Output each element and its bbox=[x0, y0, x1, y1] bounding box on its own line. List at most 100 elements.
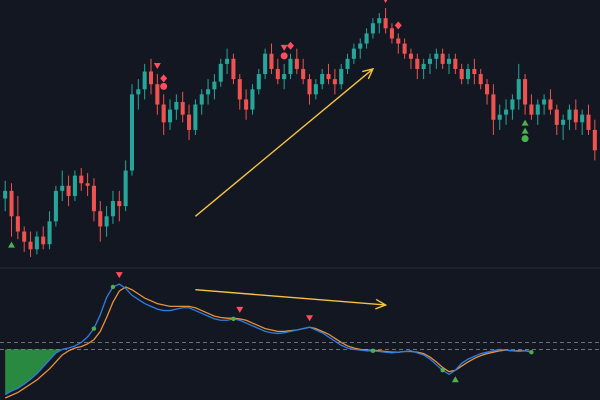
candle bbox=[345, 53, 350, 75]
buy-dot-icon bbox=[91, 326, 97, 331]
candle bbox=[301, 58, 306, 85]
candle-body bbox=[263, 53, 268, 75]
candle bbox=[446, 53, 452, 75]
candle bbox=[155, 74, 160, 115]
candle-body bbox=[199, 94, 204, 105]
sell-dot-icon bbox=[280, 52, 288, 60]
candle bbox=[167, 99, 173, 130]
candle bbox=[104, 206, 109, 237]
sell-triangle-icon bbox=[383, 0, 388, 3]
candle-body bbox=[301, 68, 306, 80]
candle-body bbox=[91, 185, 96, 212]
sell-diamond-icon bbox=[286, 41, 294, 50]
candle bbox=[161, 94, 166, 135]
candle bbox=[9, 183, 14, 237]
buy-triangle-icon bbox=[8, 241, 16, 248]
sell-triangle-icon bbox=[153, 63, 161, 70]
candle-body bbox=[174, 101, 179, 110]
candle bbox=[377, 13, 382, 34]
candle bbox=[358, 38, 363, 59]
candle bbox=[117, 190, 122, 222]
candle-body bbox=[15, 216, 20, 232]
candle-body bbox=[72, 175, 77, 196]
candle-body bbox=[47, 221, 52, 245]
candle-body bbox=[485, 84, 490, 95]
oscillator-panel bbox=[0, 272, 600, 399]
candle-body bbox=[225, 58, 230, 64]
candle-body bbox=[110, 201, 115, 217]
candle-body bbox=[339, 68, 344, 85]
candle bbox=[504, 99, 509, 125]
candle bbox=[485, 79, 490, 105]
candle-body bbox=[402, 43, 407, 54]
candle bbox=[123, 160, 128, 212]
candle-body bbox=[542, 99, 547, 105]
candle-body bbox=[478, 74, 483, 85]
price-trend-arrow-shaft bbox=[194, 68, 374, 217]
candle-body bbox=[218, 63, 223, 82]
candle bbox=[440, 48, 445, 69]
candle-body bbox=[592, 129, 597, 151]
candle bbox=[453, 53, 458, 75]
candle bbox=[389, 23, 394, 44]
candle bbox=[320, 68, 325, 90]
sell-diamond-icon bbox=[160, 74, 168, 83]
candle bbox=[434, 48, 439, 69]
candle-body bbox=[497, 114, 502, 120]
buy-dot-icon bbox=[440, 368, 445, 373]
candle bbox=[79, 168, 84, 191]
candle-body bbox=[561, 119, 566, 125]
buy-triangle-icon bbox=[521, 119, 529, 126]
candle-body bbox=[516, 79, 521, 100]
candle-body bbox=[34, 236, 39, 250]
candle bbox=[269, 43, 274, 75]
buy-triangle-icon bbox=[521, 127, 529, 134]
candle-body bbox=[53, 190, 58, 222]
candle-body bbox=[212, 81, 217, 90]
candle bbox=[523, 74, 528, 115]
candle-body bbox=[282, 74, 287, 80]
candle bbox=[573, 99, 578, 130]
candle bbox=[472, 58, 477, 85]
candle-body bbox=[79, 175, 84, 184]
oscillator-trend-arrow bbox=[195, 289, 388, 310]
candle bbox=[244, 89, 249, 120]
candle bbox=[136, 79, 141, 110]
sell-dot-icon bbox=[160, 82, 168, 90]
candle bbox=[592, 119, 597, 161]
candle bbox=[535, 99, 540, 125]
candle-body bbox=[66, 185, 71, 196]
candle-body bbox=[510, 99, 515, 110]
buy-dot-icon bbox=[110, 284, 116, 290]
candle-body bbox=[206, 89, 211, 95]
candle-body bbox=[129, 94, 135, 171]
candle-body bbox=[396, 38, 401, 44]
candle-body bbox=[364, 33, 369, 44]
candle bbox=[332, 68, 337, 95]
candle bbox=[383, 8, 388, 34]
candle-body bbox=[491, 94, 496, 120]
candle-body bbox=[586, 114, 591, 130]
candle-body bbox=[85, 183, 90, 186]
candle bbox=[339, 63, 344, 90]
candle-body bbox=[250, 89, 255, 110]
candle-body bbox=[358, 43, 363, 49]
candle-body bbox=[453, 58, 458, 69]
sell-triangle-icon bbox=[236, 306, 244, 313]
price-panel bbox=[3, 8, 597, 257]
oscillator-slow-line bbox=[4, 286, 532, 399]
candle-body bbox=[307, 79, 312, 95]
candle bbox=[586, 104, 591, 135]
candle-body bbox=[427, 58, 433, 64]
candle-body bbox=[554, 109, 559, 125]
candle-body bbox=[326, 74, 331, 80]
oscillator-trend-arrow-head bbox=[375, 298, 388, 310]
candle bbox=[497, 104, 502, 130]
candle-body bbox=[187, 114, 192, 130]
candle-body bbox=[117, 201, 122, 207]
candle-body bbox=[345, 58, 350, 69]
candle bbox=[313, 79, 318, 100]
candle-body bbox=[123, 170, 128, 207]
